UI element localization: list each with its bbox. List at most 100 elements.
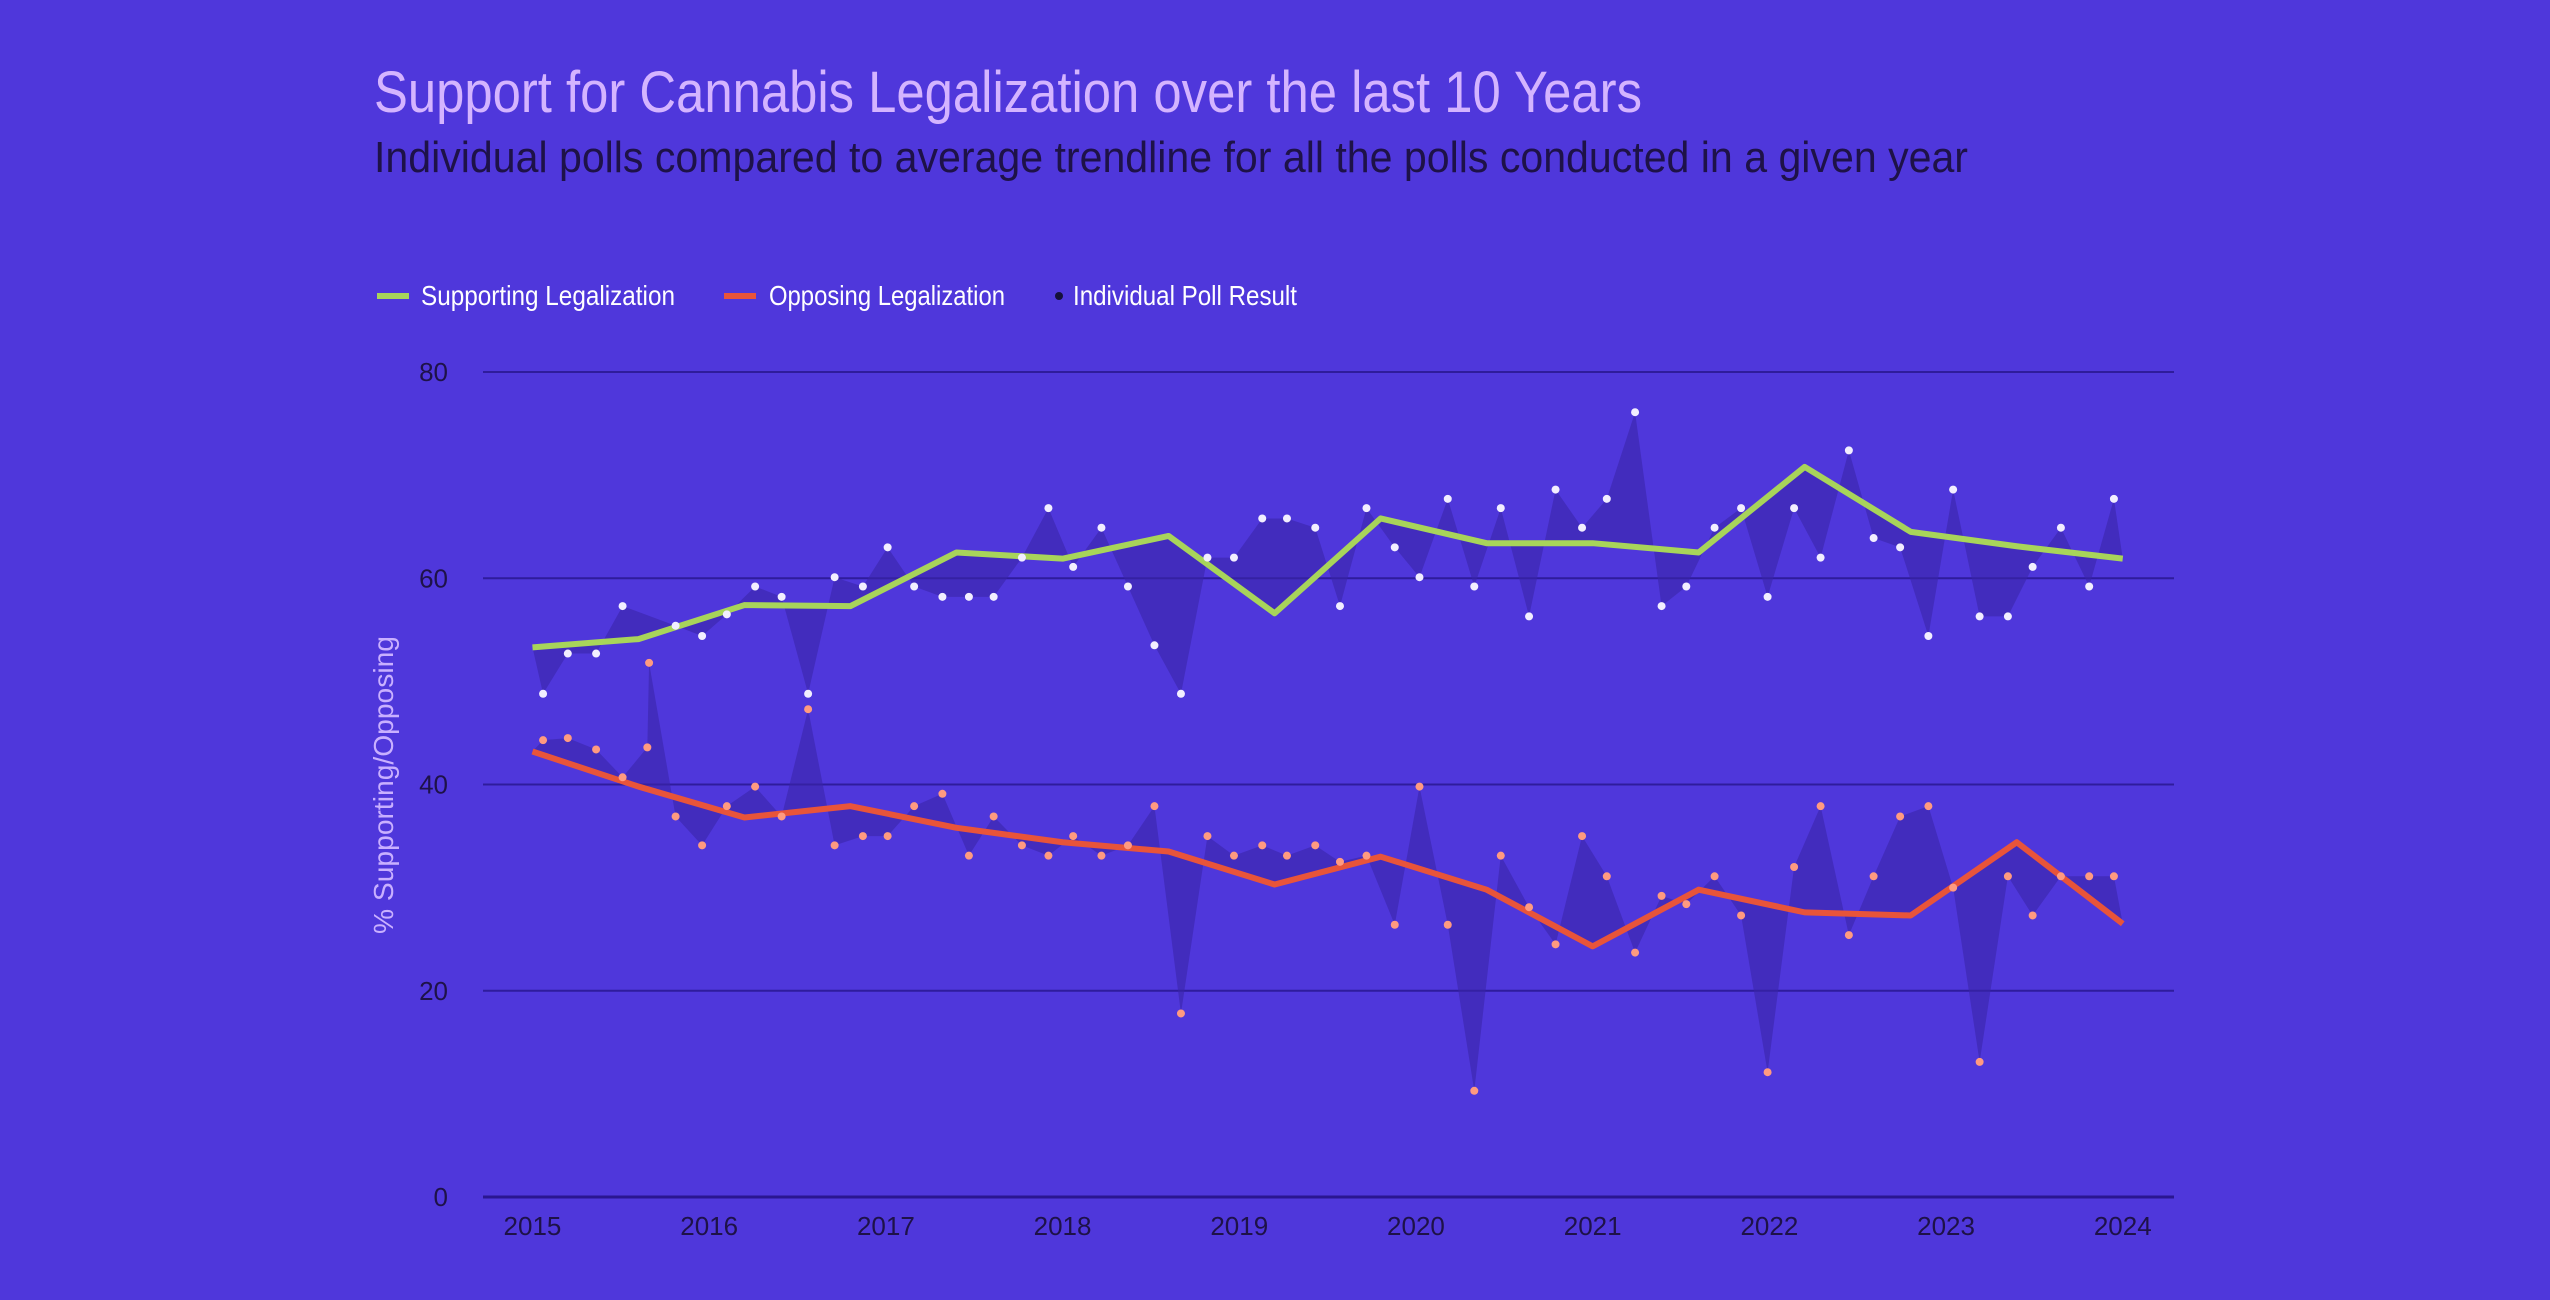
poll-dot [1415,573,1424,582]
poll-dot [1335,602,1344,611]
poll-dot [563,734,572,743]
poll-dot [1578,832,1587,841]
legend-label: Individual Poll Result [1073,280,1297,311]
poll-dot [804,705,813,714]
poll-dot [830,573,839,582]
poll-dot [1415,782,1424,791]
poll-dot [539,689,548,698]
poll-dot [1525,903,1534,912]
poll-dot [989,812,998,821]
chart-title: Support for Cannabis Legalization over t… [374,60,1642,125]
y-tick-label: 0 [434,1182,448,1212]
y-tick-label: 60 [419,563,448,593]
poll-dot [1176,1009,1185,1018]
x-tick-label: 2015 [504,1211,562,1241]
poll-dot [1949,485,1958,494]
poll-dot [1631,408,1640,417]
poll-dot [1816,802,1825,811]
poll-dot [1737,504,1746,513]
poll-dot [1682,582,1691,591]
poll-dot [563,649,572,658]
poll-dot [1949,883,1958,892]
poll-dot [1869,534,1878,543]
poll-dot [1869,872,1878,881]
x-tick-label: 2016 [680,1211,738,1241]
poll-dot [1844,931,1853,940]
poll-dot [1975,1057,1984,1066]
poll-dot [1525,612,1534,621]
poll-dot [1123,841,1132,850]
poll-dot [539,736,548,745]
poll-dot [751,782,760,791]
poll-dot [1816,553,1825,562]
poll-dot [1443,920,1452,929]
y-axis-label: % Supporting/Opposing [368,636,399,934]
poll-dot [1844,446,1853,455]
y-tick-label: 40 [419,770,448,800]
poll-dot [858,832,867,841]
poll-dot [1737,911,1746,920]
poll-dot [1229,851,1238,860]
poll-dot [643,743,652,752]
poll-dot [1763,1068,1772,1077]
poll-dot [751,582,760,591]
poll-dot [1790,504,1799,513]
trend-line [532,463,2124,651]
y-tick-label: 80 [419,357,448,387]
poll-dot [1044,504,1053,513]
poll-dot [1551,485,1560,494]
poll-dot [1657,602,1666,611]
poll-dot [2109,494,2118,503]
poll-dot [2028,911,2037,920]
poll-dot [777,592,786,601]
poll-dot [618,773,627,782]
poll-dot [1258,841,1267,850]
poll-dot [1044,851,1053,860]
poll-dot [2109,872,2118,881]
poll-dot [1390,920,1399,929]
poll-dot [1097,523,1106,532]
poll-dot [2085,582,2094,591]
poll-dot [1335,857,1344,866]
trend-line [531,748,2125,950]
poll-dot [1631,948,1640,957]
poll-dot [1602,872,1611,881]
poll-dot [671,621,680,630]
poll-dot [1470,1086,1479,1095]
poll-dot [804,689,813,698]
poll-dot [698,841,707,850]
poll-dot [1496,504,1505,513]
x-tick-label: 2023 [1917,1211,1975,1241]
poll-dot [858,582,867,591]
x-tick-label: 2017 [857,1211,915,1241]
legend-label: Opposing Legalization [769,280,1005,311]
x-tick-label: 2020 [1387,1211,1445,1241]
poll-dot [2003,612,2012,621]
poll-dot [2056,523,2065,532]
poll-dot [964,592,973,601]
poll-dot [1203,553,1212,562]
poll-dot [645,658,654,667]
x-tick-label: 2018 [1034,1211,1092,1241]
poll-dot [883,543,892,552]
poll-dot [1578,523,1587,532]
poll-dot [1097,851,1106,860]
poll-dot [722,610,731,619]
poll-dot [1203,832,1212,841]
poll-dot [1602,494,1611,503]
y-tick-label: 20 [419,976,448,1006]
poll-dot [1496,851,1505,860]
poll-dot [989,592,998,601]
poll-dot [964,851,973,860]
poll-dot [2003,872,2012,881]
poll-dot [1657,891,1666,900]
poll-dot [1924,802,1933,811]
poll-dot [1682,900,1691,909]
poll-dot [938,592,947,601]
poll-dot [1710,872,1719,881]
poll-dot [2056,872,2065,881]
x-tick-label: 2019 [1210,1211,1268,1241]
poll-dot [1710,523,1719,532]
poll-dot [1790,863,1799,871]
